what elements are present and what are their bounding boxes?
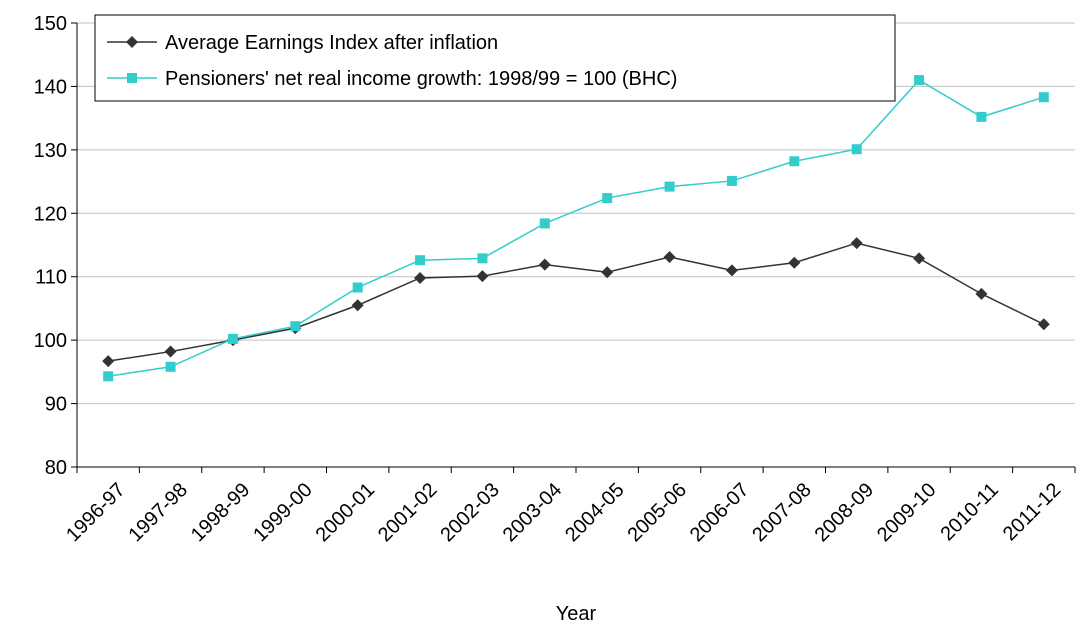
point — [850, 237, 863, 250]
point — [976, 111, 987, 122]
point — [414, 271, 427, 284]
legend-marker — [127, 73, 137, 83]
y-tick-label: 90 — [45, 394, 67, 416]
x-tick-label: 2001-02 — [374, 479, 441, 546]
x-tick-label: 2004-05 — [561, 479, 628, 546]
y-tick-label: 140 — [34, 76, 67, 98]
point — [165, 361, 176, 372]
point — [102, 355, 115, 368]
x-tick-label: 1999-00 — [249, 479, 316, 546]
point — [975, 287, 988, 300]
x-tick-label: 1998-99 — [187, 479, 254, 546]
series-line — [108, 79, 1045, 378]
point — [851, 144, 862, 155]
y-tick-label: 110 — [35, 267, 67, 289]
point — [726, 175, 737, 186]
legend-label: Average Earnings Index after inflation — [165, 32, 498, 54]
x-tick-label: 2007-08 — [748, 479, 815, 546]
point — [477, 253, 488, 264]
x-axis-label: Year — [556, 603, 597, 625]
point — [602, 193, 613, 204]
point — [1037, 318, 1050, 331]
series-line — [108, 242, 1045, 362]
y-tick-label: 120 — [34, 203, 67, 225]
point — [476, 270, 489, 283]
x-tick-label: 2008-09 — [811, 479, 878, 546]
legend-box — [94, 14, 896, 102]
point — [1038, 92, 1049, 103]
point — [103, 371, 114, 382]
point — [663, 251, 676, 264]
point — [725, 264, 738, 277]
point — [788, 256, 801, 269]
point — [913, 252, 926, 265]
x-tick-label: 2005-06 — [624, 479, 691, 546]
x-tick-label: 2010-11 — [936, 479, 1002, 545]
y-tick-label: 150 — [34, 13, 67, 35]
point — [290, 321, 301, 332]
x-tick-label: 2011-12 — [999, 479, 1065, 545]
y-tick-label: 100 — [34, 330, 67, 352]
x-tick-label: 2000-01 — [312, 479, 379, 546]
legend-marker — [126, 36, 138, 48]
point — [538, 258, 551, 271]
point — [227, 333, 238, 344]
x-tick-label: 2003-04 — [499, 479, 566, 546]
point — [601, 266, 614, 279]
y-tick-label: 80 — [45, 457, 67, 479]
x-tick-label: 1997-98 — [125, 479, 192, 546]
point — [914, 75, 925, 86]
x-tick-label: 2009-10 — [873, 479, 940, 546]
x-tick-label: 1996-97 — [62, 479, 129, 546]
x-tick-label: 2002-03 — [436, 479, 503, 546]
legend-label: Pensioners' net real income growth: 1998… — [165, 68, 677, 90]
y-tick-label: 130 — [34, 140, 67, 162]
point — [789, 156, 800, 167]
x-tick-label: 2006-07 — [686, 479, 753, 546]
point — [164, 345, 177, 358]
point — [664, 181, 675, 192]
point — [352, 282, 363, 293]
point — [539, 218, 550, 229]
point — [351, 299, 364, 312]
point — [415, 255, 426, 266]
